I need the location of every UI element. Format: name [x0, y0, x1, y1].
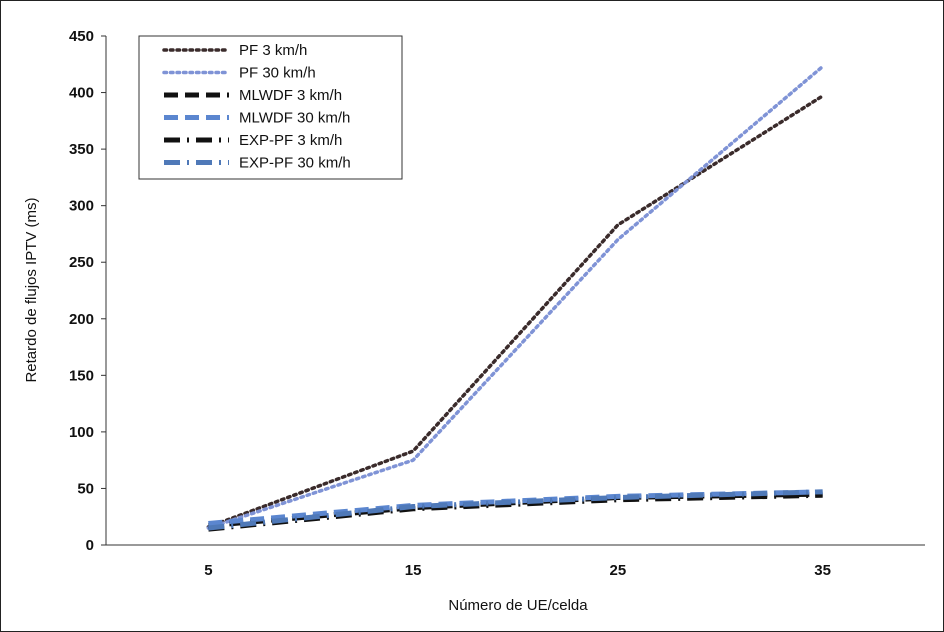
x-tick-labels: 5 15 25 35 — [204, 562, 831, 579]
legend-box — [138, 35, 403, 180]
y-tick-label: 300 — [69, 198, 94, 215]
y-tick-label: 50 — [77, 480, 94, 497]
y-axis-title: Retardo de flujos IPTV (ms) — [23, 197, 40, 382]
legend: PF 3 km/h PF 30 km/h MLWDF 3 km/h MLWDF 30 … — [138, 35, 403, 180]
axes — [105, 36, 925, 546]
series-line — [206, 64, 825, 530]
x-tick-label: 5 — [204, 562, 212, 579]
series-lines — [206, 64, 825, 532]
x-tick-label: 25 — [610, 562, 627, 579]
legend-label: MLWDF 30 km/h — [239, 110, 350, 127]
y-tick-label: 0 — [86, 537, 94, 554]
y-tick-label: 200 — [69, 311, 94, 328]
legend-label: PF 30 km/h — [239, 65, 316, 82]
series-line — [206, 94, 825, 529]
y-tick-label: 100 — [69, 424, 94, 441]
y-tick-label: 450 — [69, 28, 94, 45]
series-line — [208, 492, 823, 532]
legend-label: EXP-PF 3 km/h — [239, 132, 342, 149]
legend-label: PF 3 km/h — [239, 42, 307, 59]
x-tick-label: 15 — [405, 562, 422, 579]
x-tick-label: 35 — [814, 562, 831, 579]
y-tick-label: 250 — [69, 254, 94, 271]
y-tick-label: 400 — [69, 85, 94, 102]
y-tick-labels: 0 50 100 150 200 250 300 350 400 450 — [69, 28, 106, 554]
y-tick-label: 350 — [69, 141, 94, 158]
y-tick-label: 150 — [69, 367, 94, 384]
legend-label: EXP-PF 30 km/h — [239, 155, 351, 172]
x-axis-title: Número de UE/celda — [448, 597, 588, 614]
legend-label: MLWDF 3 km/h — [239, 87, 342, 104]
series-line — [208, 489, 823, 531]
